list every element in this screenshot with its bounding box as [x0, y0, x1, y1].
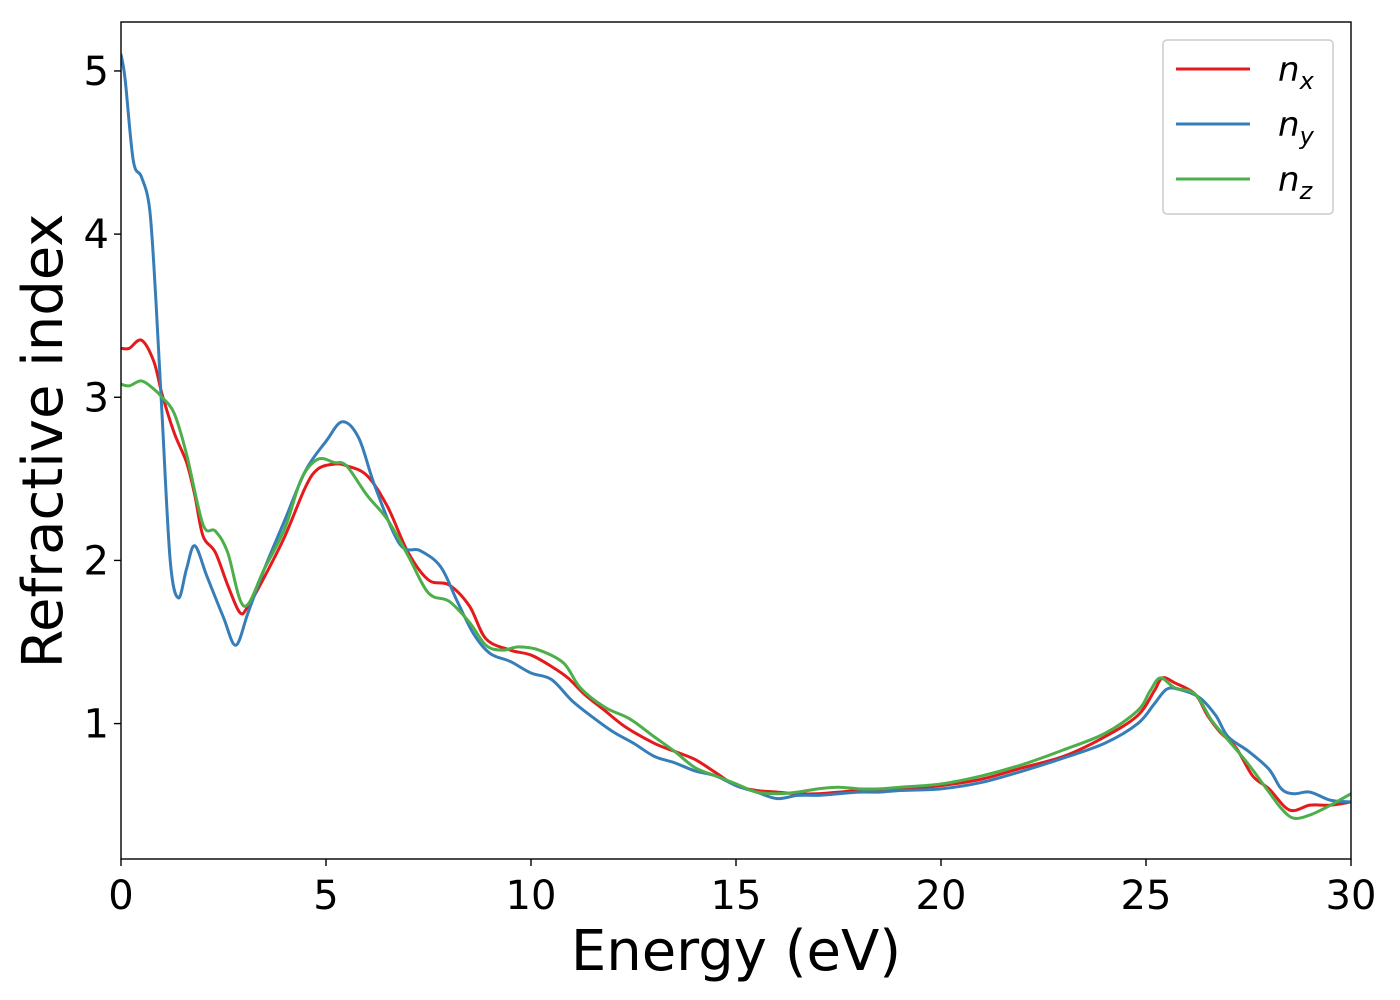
legend-box — [1162, 39, 1334, 215]
y-axis-title: Refractive index — [11, 214, 76, 669]
y-tick-label: 4 — [84, 212, 109, 258]
x-tick-label: 30 — [1326, 873, 1377, 919]
y-axis-ticks: 1 2 3 4 5 — [84, 49, 121, 748]
x-tick-label: 5 — [313, 873, 338, 919]
y-tick-label: 3 — [84, 375, 109, 421]
x-tick-label: 0 — [108, 873, 133, 919]
legend-label-nx: nx — [1278, 50, 1315, 95]
legend-subscript: z — [1299, 177, 1314, 205]
legend-subscript: y — [1299, 122, 1315, 150]
y-tick-label: 5 — [84, 49, 109, 95]
x-axis-title: Energy (eV) — [571, 919, 901, 984]
x-tick-label: 10 — [506, 873, 557, 919]
x-tick-label: 15 — [711, 873, 762, 919]
x-tick-label: 20 — [916, 873, 967, 919]
x-tick-label: 25 — [1121, 873, 1172, 919]
series-line-ny — [121, 53, 1351, 804]
series-layer — [121, 53, 1351, 820]
legend-label-ny: ny — [1278, 105, 1315, 150]
x-axis-ticks: 0 5 10 15 20 25 30 — [108, 859, 1376, 919]
y-tick-label: 1 — [84, 702, 109, 748]
series-line-nx — [121, 338, 1351, 813]
legend-subscript: x — [1299, 67, 1315, 95]
series-line-nz — [121, 379, 1351, 820]
y-tick-label: 2 — [84, 538, 109, 584]
